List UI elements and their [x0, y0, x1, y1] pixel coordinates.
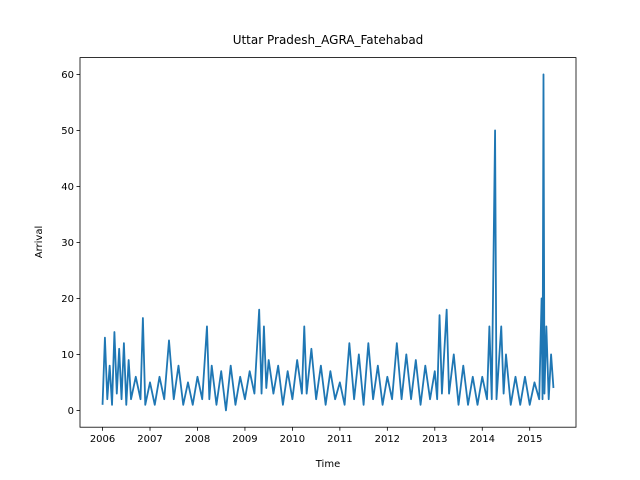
y-tick-label: 10 — [61, 350, 74, 361]
x-tick-label: 2015 — [517, 434, 542, 445]
x-tick-label: 2013 — [422, 434, 447, 445]
y-tick-label: 30 — [61, 238, 74, 249]
y-tick-label: 20 — [61, 294, 74, 305]
y-tick-label: 0 — [68, 406, 74, 417]
x-tick-label: 2012 — [375, 434, 400, 445]
chart-title: Uttar Pradesh_AGRA_Fatehabad — [233, 33, 424, 47]
x-tick-label: 2011 — [327, 434, 352, 445]
x-tick-label: 2009 — [232, 434, 257, 445]
x-tick-label: 2014 — [470, 434, 495, 445]
x-tick-label: 2010 — [280, 434, 305, 445]
y-axis-label: Arrival — [34, 226, 45, 259]
x-tick-label: 2008 — [185, 434, 210, 445]
y-tick-label: 50 — [61, 126, 74, 137]
y-tick-label: 60 — [61, 70, 74, 81]
x-axis-label: Time — [315, 459, 340, 470]
x-tick-label: 2007 — [137, 434, 162, 445]
y-tick-label: 40 — [61, 182, 74, 193]
plot-frame — [79, 57, 577, 428]
x-tick-label: 2006 — [90, 434, 115, 445]
data-line — [101, 73, 555, 412]
